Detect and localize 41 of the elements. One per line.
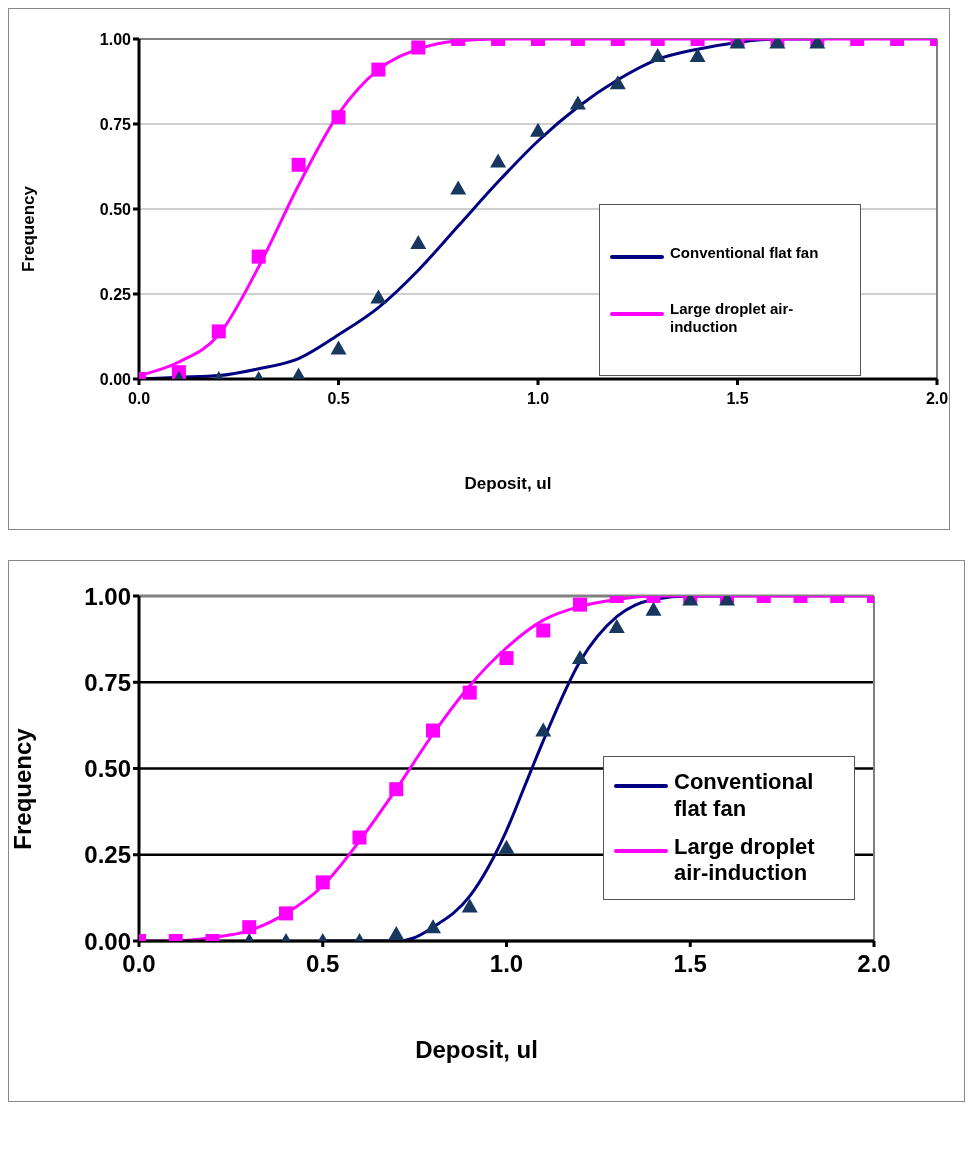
x-tick-label: 0.0 bbox=[127, 390, 151, 408]
x-axis-title: Deposit, ul bbox=[414, 1036, 539, 1064]
y-tick-label: 0.75 bbox=[99, 115, 132, 133]
x-tick-label: 2.0 bbox=[925, 390, 949, 408]
point bbox=[499, 651, 514, 666]
x-tick-label: 0.5 bbox=[306, 950, 340, 978]
point bbox=[389, 782, 404, 797]
y-tick-label: 0.75 bbox=[84, 668, 131, 696]
point bbox=[450, 180, 467, 195]
y-tick-label: 0.50 bbox=[99, 200, 132, 218]
y-tick-label: 0.50 bbox=[84, 755, 131, 783]
point bbox=[331, 110, 346, 125]
point bbox=[462, 685, 477, 700]
legend-label: Large droplet air-induction bbox=[674, 834, 816, 887]
y-axis-title: Frequency bbox=[19, 186, 39, 272]
x-tick-label: 1.0 bbox=[526, 390, 550, 408]
legend-label: Conventional flat fan bbox=[674, 769, 815, 822]
y-tick-label: 1.00 bbox=[84, 582, 131, 610]
point bbox=[370, 289, 387, 304]
x-tick-label: 0.5 bbox=[327, 390, 350, 408]
y-axis-title: Frequency bbox=[9, 727, 37, 850]
point bbox=[461, 898, 478, 913]
x-tick-label: 1.5 bbox=[673, 950, 707, 978]
x-tick-label: 2.0 bbox=[857, 950, 891, 978]
point bbox=[490, 153, 507, 168]
point bbox=[352, 830, 367, 845]
legend-label: Large droplet air-induction bbox=[670, 300, 795, 337]
y-tick-label: 0.25 bbox=[99, 285, 132, 303]
legend-label: Conventional flat fan bbox=[670, 243, 819, 262]
point bbox=[410, 235, 427, 249]
x-tick-label: 1.5 bbox=[726, 390, 749, 408]
x-tick-label: 1.0 bbox=[489, 950, 524, 978]
x-axis-title: Deposit, ul bbox=[463, 474, 553, 494]
point bbox=[535, 722, 552, 737]
y-tick-label: 0.25 bbox=[84, 841, 131, 869]
point bbox=[291, 157, 306, 172]
point bbox=[251, 249, 266, 264]
point bbox=[498, 839, 515, 854]
y-tick-label: 1.00 bbox=[99, 30, 132, 48]
y-tick-label: 0.00 bbox=[99, 370, 132, 388]
point bbox=[426, 723, 440, 738]
